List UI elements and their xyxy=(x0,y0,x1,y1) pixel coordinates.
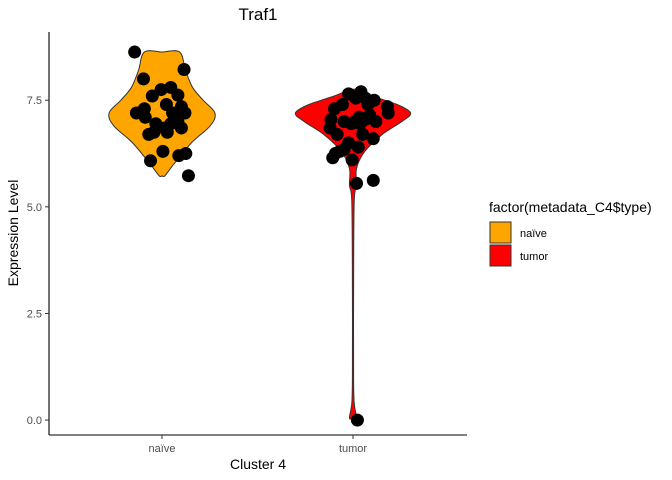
x-axis-title: Cluster 4 xyxy=(230,456,286,472)
data-point xyxy=(147,125,161,139)
data-point xyxy=(177,63,191,77)
legend-swatch xyxy=(489,244,512,267)
y-tick-label: 0.0 xyxy=(27,415,42,427)
data-point xyxy=(350,413,364,427)
y-tick-label: 5.0 xyxy=(27,202,42,214)
legend-items: naïve tumor xyxy=(489,221,548,267)
y-tick-label: 7.5 xyxy=(27,95,42,107)
data-point xyxy=(335,97,349,111)
y-axis-ticks: 0.0 2.5 5.0 7.5 xyxy=(27,95,49,427)
data-point xyxy=(350,176,364,190)
data-point xyxy=(179,147,193,161)
data-point xyxy=(136,72,150,86)
data-point xyxy=(345,153,359,167)
data-point xyxy=(156,144,170,158)
data-point xyxy=(330,127,344,141)
data-point xyxy=(361,97,375,111)
data-point xyxy=(366,132,380,146)
data-point xyxy=(181,169,195,183)
x-tick-label: tumor xyxy=(339,443,367,455)
data-point xyxy=(326,151,340,165)
data-point xyxy=(154,83,168,97)
y-axis-title: Expression Level xyxy=(5,180,21,287)
data-point xyxy=(171,88,185,102)
legend-label: tumor xyxy=(520,251,548,263)
y-tick-label: 2.5 xyxy=(27,308,42,320)
data-point xyxy=(138,110,152,124)
legend-label: naïve xyxy=(520,228,547,240)
points-layer xyxy=(128,45,395,427)
data-point xyxy=(160,125,174,139)
data-point xyxy=(178,106,192,120)
data-point xyxy=(351,140,365,154)
data-point xyxy=(381,106,395,120)
violin-layer xyxy=(108,50,412,420)
violin-naïve xyxy=(108,50,216,178)
data-point xyxy=(174,121,188,135)
legend-swatch xyxy=(489,221,512,244)
data-point xyxy=(356,127,370,141)
data-point xyxy=(366,173,380,187)
data-point xyxy=(337,142,351,156)
chart-title: Traf1 xyxy=(238,5,277,24)
data-point xyxy=(358,112,372,126)
x-axis-ticks: naïve tumor xyxy=(149,435,367,455)
data-point xyxy=(369,115,383,129)
x-tick-label: naïve xyxy=(149,443,176,455)
data-point xyxy=(128,45,142,59)
data-point xyxy=(354,85,368,99)
data-point xyxy=(144,154,158,168)
legend: factor(metadata_C4$type) naïve tumor xyxy=(489,199,652,267)
legend-title: factor(metadata_C4$type) xyxy=(489,199,652,215)
